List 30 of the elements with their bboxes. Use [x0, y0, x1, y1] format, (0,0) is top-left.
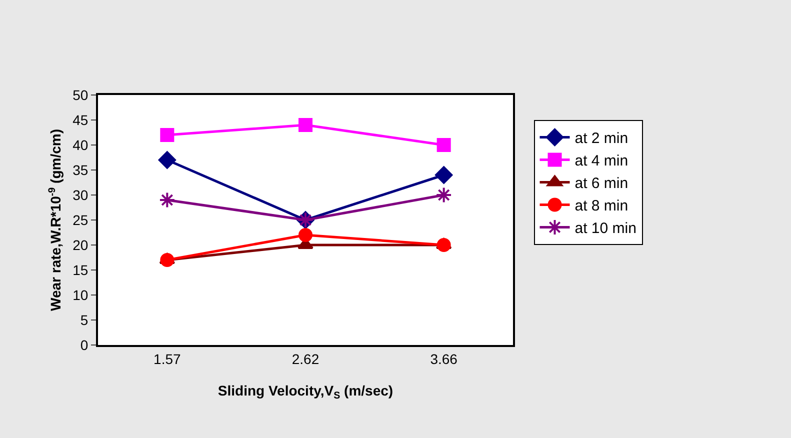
x-tick-label: 3.66 — [430, 350, 458, 367]
y-tick-label: 5 — [80, 312, 88, 328]
point — [298, 228, 312, 242]
y-tick-label: 20 — [72, 236, 88, 253]
point — [158, 151, 176, 169]
legend-label: at 4 min — [574, 152, 628, 170]
y-tick-label: 15 — [72, 262, 88, 278]
legend-label: at 2 min — [574, 130, 628, 148]
y-tick-label: 50 — [72, 86, 88, 103]
point — [436, 138, 451, 152]
point — [435, 166, 453, 184]
point — [160, 253, 174, 267]
x-tick-label: 2.62 — [292, 350, 320, 367]
legend-label: at 6 min — [574, 175, 628, 192]
y-tick-label: 10 — [72, 286, 88, 303]
legend-label: at 10 min — [574, 220, 636, 238]
y-tick-label: 30 — [72, 186, 88, 203]
y-tick-label: 35 — [72, 162, 88, 178]
legend-label: at 8 min — [574, 198, 628, 215]
x-axis-title: Sliding Velocity,V$_{S}$ (m/sec) — [218, 382, 394, 402]
y-tick-label: 45 — [72, 112, 88, 128]
x-tick-label: 1.57 — [154, 350, 182, 367]
point — [160, 128, 174, 142]
y-tick-label: 25 — [72, 212, 88, 228]
point — [158, 192, 176, 208]
point — [298, 118, 312, 132]
y-tick-label: 0 — [80, 336, 88, 353]
point — [436, 238, 451, 252]
y-tick-label: 40 — [72, 136, 88, 153]
point — [436, 186, 452, 204]
